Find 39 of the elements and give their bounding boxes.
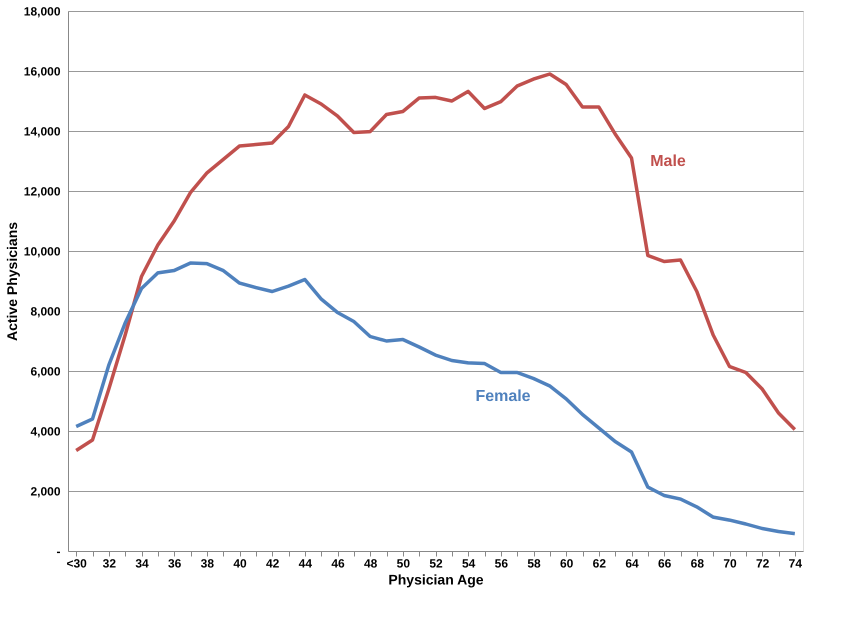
y-tick-label: - (56, 544, 60, 558)
x-tick-label: 72 (756, 556, 770, 570)
x-tick-label: 34 (135, 556, 149, 570)
x-tick-label: 52 (429, 556, 443, 570)
x-tick-label: <30 (66, 556, 88, 570)
y-tick-label: 6,000 (30, 364, 61, 378)
y-tick-label: 2,000 (30, 484, 61, 498)
series-label: Male (650, 153, 686, 170)
x-tick-label: 42 (266, 556, 280, 570)
x-tick-label: 36 (168, 556, 182, 570)
line-series (74, 72, 797, 452)
x-tick-label: 58 (527, 556, 541, 570)
x-tick-label: 32 (102, 556, 116, 570)
y-tick-label: 18,000 (24, 4, 61, 18)
x-tick-label: 40 (233, 556, 247, 570)
y-tick-label: 10,000 (24, 244, 61, 258)
x-tick-label: 68 (690, 556, 704, 570)
x-tick-label: 48 (364, 556, 378, 570)
y-tick-label: 16,000 (24, 64, 61, 78)
x-tick-label: 62 (592, 556, 606, 570)
y-tick-label: 14,000 (24, 124, 61, 138)
x-tick-label: 60 (560, 556, 574, 570)
x-tick-label: 46 (331, 556, 345, 570)
y-tick-label: 4,000 (30, 424, 61, 438)
x-tick-label: 56 (494, 556, 508, 570)
line-series (74, 261, 797, 536)
x-tick-label: 70 (723, 556, 737, 570)
x-tick-label: 54 (462, 556, 476, 570)
y-tick-label: 12,000 (24, 184, 61, 198)
x-tick-label: 74 (788, 556, 802, 570)
x-tick-label: 38 (200, 556, 214, 570)
x-tick-label: 64 (625, 556, 639, 570)
x-tick-label: 50 (396, 556, 410, 570)
x-tick-label: 44 (298, 556, 312, 570)
series-label: Female (475, 388, 531, 405)
y-tick-label: 8,000 (30, 304, 61, 318)
x-tick-label: 66 (658, 556, 672, 570)
x-axis-title: Physician Age (388, 572, 484, 588)
y-axis-title: Active Physicians (4, 222, 20, 342)
